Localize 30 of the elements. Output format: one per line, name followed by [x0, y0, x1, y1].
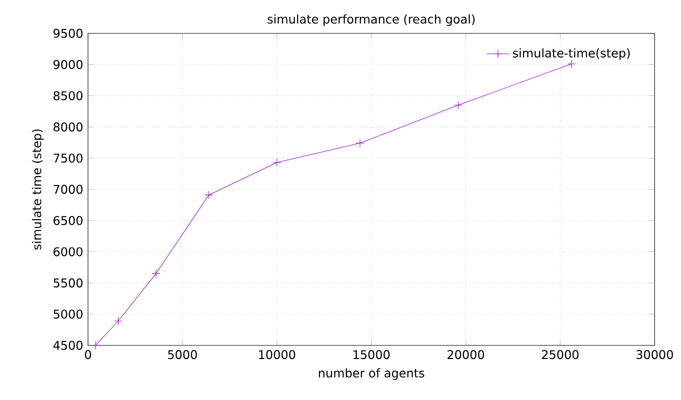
point	[567, 60, 576, 68]
y-tick-label: 7000	[54, 184, 82, 194]
x-tick-label: 30000	[636, 350, 673, 360]
y-tick-label: 8500	[54, 91, 82, 100]
chart-title: simulate performance (reach goal)	[268, 14, 475, 26]
x-tick-label: 20000	[448, 350, 484, 360]
x-tick-label: 0	[84, 350, 92, 360]
y-tick-label: 9000	[54, 60, 82, 70]
y-tick-label: 6000	[54, 247, 82, 256]
x-tick-label: 15000	[354, 350, 390, 360]
point	[152, 269, 160, 278]
x-tick-label: 5000	[168, 350, 197, 360]
x-tick-label: 10000	[259, 350, 296, 360]
point	[454, 100, 462, 110]
y-tick-label: 5000	[54, 310, 82, 319]
x-axis-title: number of agents	[318, 368, 424, 380]
y-tick-label: 7500	[54, 154, 82, 163]
legend-label: simulate-time(step)	[512, 48, 630, 60]
x-tick-label: 25000	[542, 350, 579, 360]
y-tick-label: 6500	[54, 216, 82, 226]
y-tick-label: 4500	[53, 340, 82, 350]
y-tick-label: 8000	[54, 122, 82, 132]
point	[114, 316, 122, 326]
y-axis-title: simulate time (step)	[32, 130, 44, 250]
point	[272, 158, 282, 167]
point	[91, 341, 100, 350]
y-tick-label: 9500	[54, 28, 82, 38]
point	[356, 138, 364, 148]
y-tick-label: 5500	[54, 278, 82, 288]
point	[204, 190, 214, 200]
